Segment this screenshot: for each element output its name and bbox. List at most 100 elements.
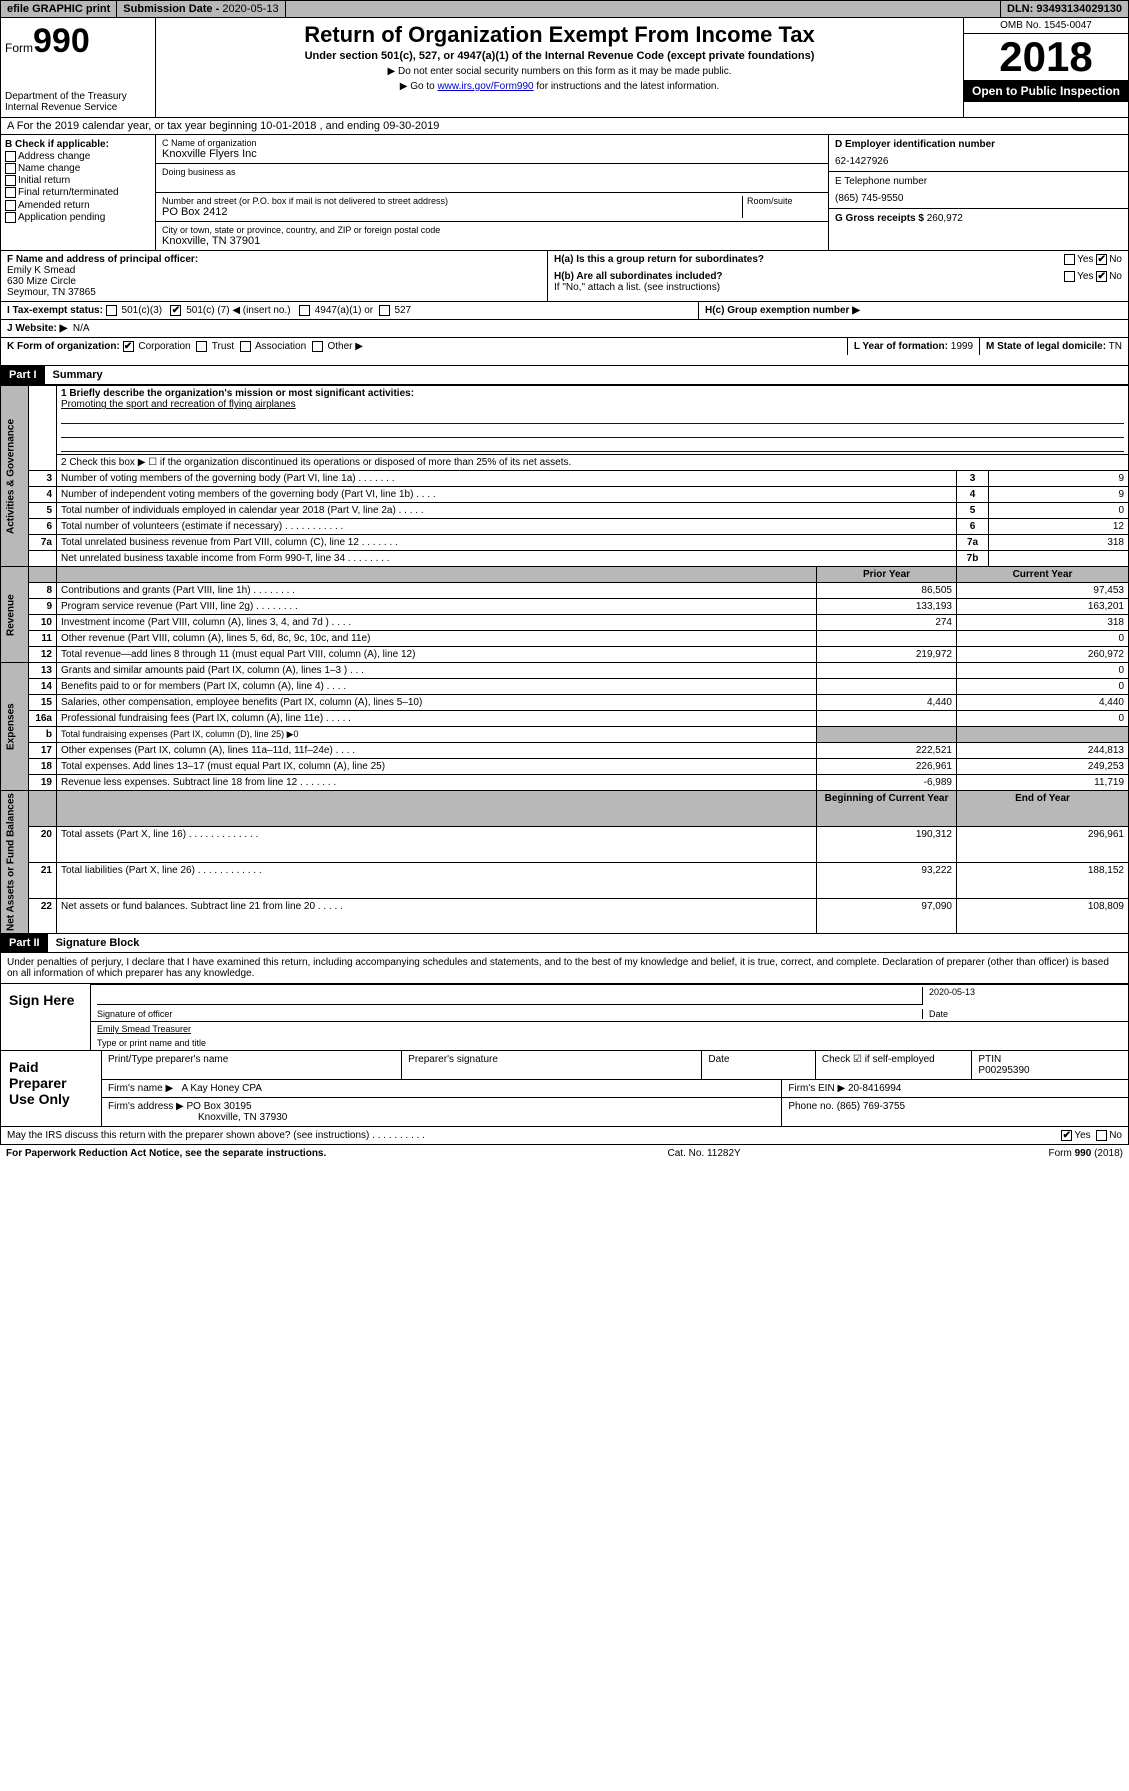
- hc-row: H(c) Group exemption number ▶: [698, 302, 1128, 319]
- tax-year: 2018: [964, 34, 1128, 80]
- check-amended[interactable]: Amended return: [5, 200, 151, 211]
- dept-label: Department of the Treasury Internal Reve…: [5, 91, 151, 113]
- addr-value: PO Box 2412: [162, 206, 742, 218]
- form-subtitle: Under section 501(c), 527, or 4947(a)(1)…: [164, 50, 955, 62]
- box-i: I Tax-exempt status: 501(c)(3) 501(c) (7…: [1, 302, 698, 319]
- paperwork-notice: For Paperwork Reduction Act Notice, see …: [6, 1148, 565, 1159]
- i-row: I Tax-exempt status: 501(c)(3) 501(c) (7…: [0, 302, 1129, 320]
- paid-label: Paid Preparer Use Only: [1, 1051, 101, 1126]
- dba-label: Doing business as: [162, 167, 822, 177]
- dln-label: DLN: 93493134029130: [1001, 1, 1128, 17]
- omb-number: OMB No. 1545-0047: [964, 18, 1128, 34]
- side-netassets: Net Assets or Fund Balances: [1, 791, 29, 934]
- header-center: Return of Organization Exempt From Incom…: [156, 18, 963, 117]
- hb-yesno: Yes No: [1064, 271, 1122, 282]
- form-note1: ▶ Do not enter social security numbers o…: [164, 66, 955, 77]
- box-c: C Name of organization Knoxville Flyers …: [156, 135, 828, 250]
- bottom-row: For Paperwork Reduction Act Notice, see …: [0, 1145, 1129, 1162]
- section-a: A For the 2019 calendar year, or tax yea…: [0, 118, 1129, 135]
- klm-row: K Form of organization: Corporation Trus…: [0, 338, 1129, 366]
- officer-label: F Name and address of principal officer:: [7, 254, 541, 265]
- efile-label: efile GRAPHIC print: [1, 1, 117, 17]
- form-title: Return of Organization Exempt From Incom…: [164, 22, 955, 48]
- header-right: OMB No. 1545-0047 2018 Open to Public In…: [963, 18, 1128, 117]
- check-self-employed: Check ☑ if self-employed: [816, 1051, 973, 1079]
- discuss-yesno: Yes No: [1061, 1130, 1122, 1141]
- part1-title: Summary: [45, 366, 111, 384]
- submission-date: Submission Date - 2020-05-13: [117, 1, 285, 17]
- city-label: City or town, state or province, country…: [162, 225, 822, 235]
- part2-title: Signature Block: [48, 934, 148, 952]
- cat-no: Cat. No. 11282Y: [565, 1148, 844, 1159]
- box-k: K Form of organization: Corporation Trus…: [1, 338, 847, 355]
- part1-header: Part I: [1, 366, 45, 384]
- line1: 1 Briefly describe the organization's mi…: [57, 386, 1129, 455]
- prep-sig-label: Preparer's signature: [402, 1051, 702, 1079]
- open-public-badge: Open to Public Inspection: [964, 80, 1128, 102]
- check-address[interactable]: Address change: [5, 151, 151, 162]
- form-number: Form990: [5, 22, 151, 61]
- discuss-text: May the IRS discuss this return with the…: [7, 1130, 1061, 1141]
- firm-phone: Phone no. (865) 769-3755: [782, 1098, 1128, 1126]
- phone-value: (865) 745-9550: [835, 193, 1122, 204]
- firm-ein: Firm's EIN ▶ 20-8416994: [782, 1080, 1128, 1097]
- discuss-row: May the IRS discuss this return with the…: [0, 1127, 1129, 1145]
- box-l: L Year of formation: 1999: [847, 338, 979, 355]
- gross-label: G Gross receipts $: [835, 213, 924, 224]
- org-name: Knoxville Flyers Inc: [162, 148, 822, 160]
- officer-name: Emily K Smead: [7, 265, 541, 276]
- city-value: Knoxville, TN 37901: [162, 235, 822, 247]
- j-row: J Website: ▶ N/A: [0, 320, 1129, 338]
- top-bar: efile GRAPHIC print Submission Date - 20…: [0, 0, 1129, 18]
- form-note2: ▶ Go to www.irs.gov/Form990 for instruct…: [164, 81, 955, 92]
- col-begin: Beginning of Current Year: [817, 791, 957, 827]
- sign-content: 2020-05-13 Signature of officer Date Emi…: [91, 984, 1128, 1050]
- sig-date: 2020-05-13: [922, 987, 1122, 1005]
- firm-addr: Firm's address ▶ PO Box 30195 Knoxville,…: [102, 1098, 782, 1126]
- org-name-label: C Name of organization: [162, 138, 822, 148]
- form-header: Form990 Department of the Treasury Inter…: [0, 18, 1129, 118]
- check-pending[interactable]: Application pending: [5, 212, 151, 223]
- box-j: J Website: ▶ N/A: [1, 320, 1128, 337]
- line2: 2 Check this box ▶ ☐ if the organization…: [57, 455, 1129, 471]
- sign-here-label: Sign Here: [1, 984, 91, 1050]
- gross-value: 260,972: [927, 213, 963, 224]
- side-governance: Activities & Governance: [1, 386, 29, 567]
- part1-bar: Part I Summary: [0, 366, 1129, 385]
- col-prior: Prior Year: [817, 567, 957, 583]
- box-h: H(a) Is this a group return for subordin…: [548, 251, 1128, 301]
- hb-row: H(b) Are all subordinates included? Yes …: [548, 268, 1128, 296]
- part1-table: Activities & Governance 1 Briefly descri…: [0, 385, 1129, 934]
- header-left: Form990 Department of the Treasury Inter…: [1, 18, 156, 117]
- topbar-spacer: [286, 1, 1001, 17]
- box-b: B Check if applicable: Address change Na…: [1, 135, 156, 250]
- check-name[interactable]: Name change: [5, 163, 151, 174]
- officer-addr2: Seymour, TN 37865: [7, 287, 541, 298]
- perjury-text: Under penalties of perjury, I declare th…: [1, 953, 1128, 983]
- col-end: End of Year: [957, 791, 1129, 827]
- part2-header: Part II: [1, 934, 48, 952]
- signature-block: Under penalties of perjury, I declare th…: [0, 953, 1129, 1051]
- form-footer: Form 990 (2018): [844, 1148, 1123, 1159]
- side-expenses: Expenses: [1, 663, 29, 791]
- form990-link[interactable]: www.irs.gov/Form990: [437, 81, 533, 92]
- ha-row: H(a) Is this a group return for subordin…: [548, 251, 1128, 268]
- dba-value: [162, 177, 822, 189]
- box-b-label: B Check if applicable:: [5, 139, 151, 150]
- entity-block: B Check if applicable: Address change Na…: [0, 135, 1129, 251]
- check-initial[interactable]: Initial return: [5, 175, 151, 186]
- phone-label: E Telephone number: [835, 176, 1122, 187]
- ha-yesno: Yes No: [1064, 254, 1122, 265]
- ein-label: D Employer identification number: [835, 139, 1122, 150]
- ein-value: 62-1427926: [835, 156, 1122, 167]
- entity-right: D Employer identification number 62-1427…: [828, 135, 1128, 250]
- box-m: M State of legal domicile: TN: [979, 338, 1128, 355]
- firm-name: Firm's name ▶ A Kay Honey CPA: [102, 1080, 782, 1097]
- addr-label: Number and street (or P.O. box if mail i…: [162, 196, 742, 206]
- part2-bar: Part II Signature Block: [0, 934, 1129, 953]
- paid-preparer-block: Paid Preparer Use Only Print/Type prepar…: [0, 1051, 1129, 1127]
- check-final[interactable]: Final return/terminated: [5, 187, 151, 198]
- prep-name-label: Print/Type preparer's name: [102, 1051, 402, 1079]
- side-revenue: Revenue: [1, 567, 29, 663]
- ptin: PTIN P00295390: [972, 1051, 1128, 1079]
